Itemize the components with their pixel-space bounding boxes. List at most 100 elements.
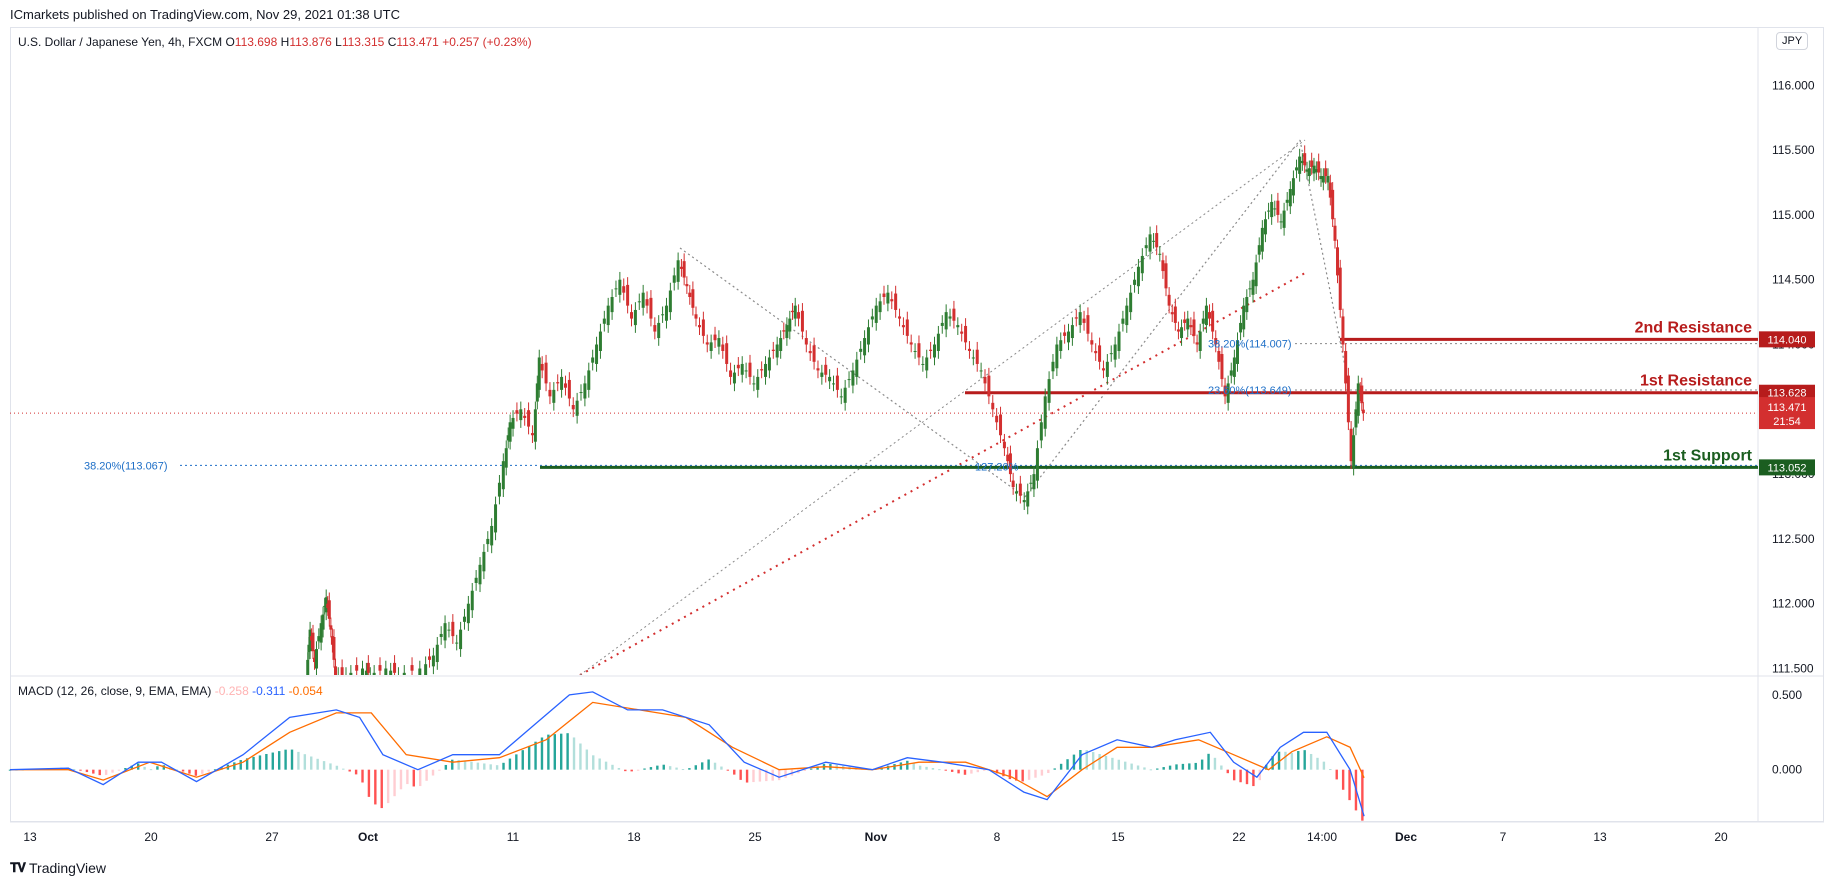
- macd-histogram-bar: [681, 769, 685, 771]
- macd-histogram-bar: [399, 769, 403, 790]
- candle-body: [447, 629, 451, 631]
- candle-body: [1260, 227, 1264, 252]
- price-tick-label: 116.000: [1772, 78, 1815, 92]
- candle-body: [859, 348, 863, 352]
- macd-histogram-bar: [1213, 757, 1217, 770]
- candle-body: [598, 331, 602, 351]
- candle-body: [431, 655, 435, 667]
- candle-body: [610, 297, 614, 313]
- publisher-line: ICmarkets published on TradingView.com, …: [10, 7, 400, 22]
- macd-histogram-bar: [1316, 757, 1319, 770]
- candle-body: [952, 308, 956, 321]
- candle-body: [691, 289, 695, 308]
- candle-body: [1214, 338, 1218, 345]
- candle-body: [1155, 233, 1159, 248]
- macd-histogram-bar: [162, 765, 166, 770]
- candle-body: [913, 351, 917, 352]
- macd-histogram-bar: [1175, 764, 1178, 770]
- candle-body: [1082, 318, 1086, 323]
- currency-badge[interactable]: JPY: [1776, 32, 1809, 50]
- candle-body: [1208, 312, 1212, 319]
- candle-body: [630, 312, 634, 319]
- macd-histogram-bar: [1098, 753, 1101, 770]
- tradingview-logo-icon: 𝐓𝐕: [10, 860, 26, 875]
- macd-title: MACD (12, 26, close, 9, EMA, EMA): [18, 684, 212, 698]
- candle-body: [355, 665, 359, 671]
- candle-body: [466, 603, 470, 624]
- candle-body: [797, 312, 801, 319]
- candle-body: [384, 668, 388, 675]
- macd-histogram-bar: [957, 769, 960, 774]
- candle-body: [948, 316, 952, 319]
- candle-body: [511, 417, 515, 429]
- candle-body: [701, 319, 705, 336]
- macd-histogram-bar: [483, 763, 486, 770]
- macd-value: -0.311: [252, 684, 286, 698]
- close-value: 113.471: [396, 35, 439, 49]
- candle-body: [748, 362, 752, 377]
- candle-body: [1125, 305, 1129, 326]
- candle-body: [1011, 480, 1015, 488]
- candle-body: [1358, 389, 1362, 394]
- time-tick-label: Dec: [1395, 830, 1417, 844]
- level-name-label: 2nd Resistance: [1635, 319, 1752, 336]
- candle-body: [791, 310, 795, 313]
- candle-body: [1121, 318, 1125, 324]
- candle-body: [1192, 319, 1196, 336]
- candle-body: [820, 372, 824, 377]
- macd-histogram-bar: [194, 769, 198, 776]
- macd-histogram-bar: [1059, 763, 1063, 770]
- candle-body: [563, 383, 567, 388]
- macd-histogram-bar: [508, 758, 512, 770]
- candle-body: [334, 666, 338, 675]
- macd-histogram-bar: [1265, 764, 1268, 770]
- macd-histogram-bar: [784, 769, 787, 778]
- candle-body: [1352, 435, 1356, 468]
- macd-histogram-bar: [726, 769, 730, 771]
- macd-histogram-bar: [354, 769, 358, 775]
- candle-body: [1305, 169, 1309, 172]
- macd-histogram-bar: [156, 766, 159, 770]
- candle-body: [936, 333, 940, 351]
- macd-histogram-bar: [765, 769, 768, 782]
- macd-histogram-bar: [316, 758, 319, 770]
- macd-histogram-bar: [707, 759, 710, 770]
- macd-histogram-bar: [342, 768, 345, 770]
- candle-body: [1029, 482, 1033, 484]
- candle-body: [960, 331, 964, 334]
- price-tick-label: 115.500: [1772, 143, 1815, 157]
- macd-histogram-bar: [1162, 767, 1165, 770]
- macd-histogram-bar: [213, 769, 217, 771]
- candle-body: [1279, 221, 1283, 223]
- macd-histogram-bar: [1085, 750, 1088, 770]
- candle-body: [909, 342, 913, 345]
- candle-body: [709, 342, 713, 351]
- candle-body: [793, 305, 797, 319]
- candle-body: [366, 662, 370, 673]
- candle-body: [641, 292, 645, 308]
- tradingview-logo[interactable]: 𝐓𝐕 TradingView: [10, 860, 106, 876]
- macd-histogram-bar: [1079, 750, 1082, 770]
- candle-body: [725, 343, 729, 364]
- macd-histogram-bar: [1008, 769, 1012, 780]
- low-label: L: [335, 35, 342, 49]
- candle-body: [1189, 325, 1193, 328]
- level-price-badge: [1759, 331, 1815, 348]
- candle-body: [535, 383, 539, 402]
- candle-body: [1361, 409, 1365, 414]
- main-pane: [10, 139, 1758, 675]
- candle-body: [1314, 169, 1318, 173]
- macd-histogram-bar: [98, 769, 101, 776]
- candle-body: [1356, 383, 1360, 416]
- macd-histogram-bar: [1277, 751, 1281, 770]
- candle-body: [925, 357, 929, 371]
- candle-body: [1070, 325, 1074, 339]
- candle-body: [326, 603, 330, 609]
- candle-body: [393, 662, 397, 673]
- candle-body: [1254, 262, 1258, 287]
- candle-body: [435, 644, 439, 663]
- macd-histogram-bar: [745, 769, 749, 783]
- candle-body: [1002, 441, 1006, 449]
- macd-histogram-bar: [1168, 765, 1172, 770]
